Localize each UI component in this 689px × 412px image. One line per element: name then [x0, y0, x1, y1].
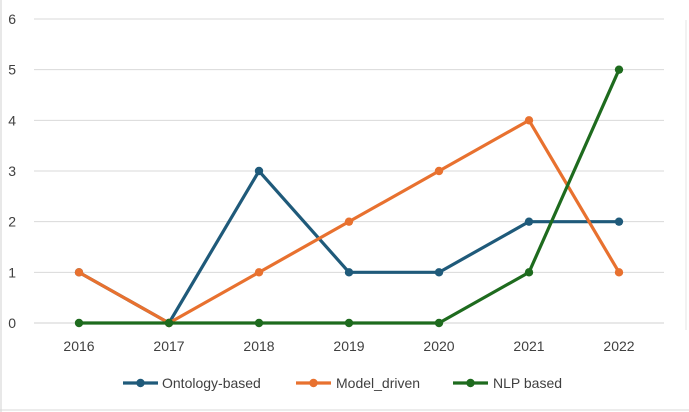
- data-point: [344, 268, 354, 277]
- x-tick-label: 2022: [603, 338, 634, 354]
- y-tick-label: 5: [8, 62, 16, 78]
- legend-label: NLP based: [493, 375, 562, 391]
- legend-marker: [309, 378, 318, 388]
- y-tick-label: 1: [8, 264, 16, 280]
- series-line-2: [77, 68, 621, 325]
- data-point: [614, 268, 624, 277]
- series-line-0: [77, 169, 621, 325]
- data-point: [434, 166, 444, 176]
- data-point: [254, 166, 264, 176]
- legend-marker: [136, 378, 145, 388]
- y-tick-label: 6: [8, 11, 16, 27]
- data-point: [434, 268, 444, 277]
- data-point: [74, 318, 84, 328]
- y-tick-label: 0: [8, 315, 16, 331]
- data-point: [74, 268, 84, 277]
- legend-marker: [466, 378, 475, 388]
- x-tick-label: 2020: [423, 338, 454, 354]
- data-point: [344, 217, 354, 226]
- gridlines: [34, 18, 664, 324]
- legend-label: Ontology-based: [162, 375, 261, 391]
- x-tick-label: 2019: [333, 338, 364, 354]
- data-point: [254, 318, 264, 328]
- data-point: [614, 217, 624, 226]
- x-tick-label: 2018: [243, 338, 274, 354]
- x-tick-label: 2017: [153, 338, 184, 354]
- y-axis: 0 1 2 3 4 5 6: [8, 11, 16, 331]
- x-tick-label: 2021: [513, 338, 544, 354]
- legend-label: Model_driven: [336, 375, 420, 391]
- y-tick-label: 3: [8, 163, 16, 179]
- data-point: [524, 217, 534, 226]
- data-point: [164, 318, 174, 328]
- legend-item: Model_driven: [296, 375, 420, 391]
- y-tick-label: 4: [8, 112, 16, 128]
- y-tick-label: 2: [8, 214, 16, 230]
- data-point: [524, 116, 534, 125]
- data-point: [614, 65, 624, 74]
- data-point: [344, 318, 354, 328]
- legend-item: NLP based: [453, 375, 562, 391]
- legend-item: Ontology-based: [123, 375, 261, 391]
- x-axis: 2016 2017 2018 2019 2020 2021 2022: [63, 338, 634, 354]
- x-tick-label: 2016: [63, 338, 94, 354]
- data-point: [434, 318, 444, 328]
- legend: Ontology-based Model_driven NLP based: [123, 375, 562, 391]
- series-group: [74, 65, 624, 328]
- data-point: [254, 268, 264, 277]
- data-point: [524, 268, 534, 277]
